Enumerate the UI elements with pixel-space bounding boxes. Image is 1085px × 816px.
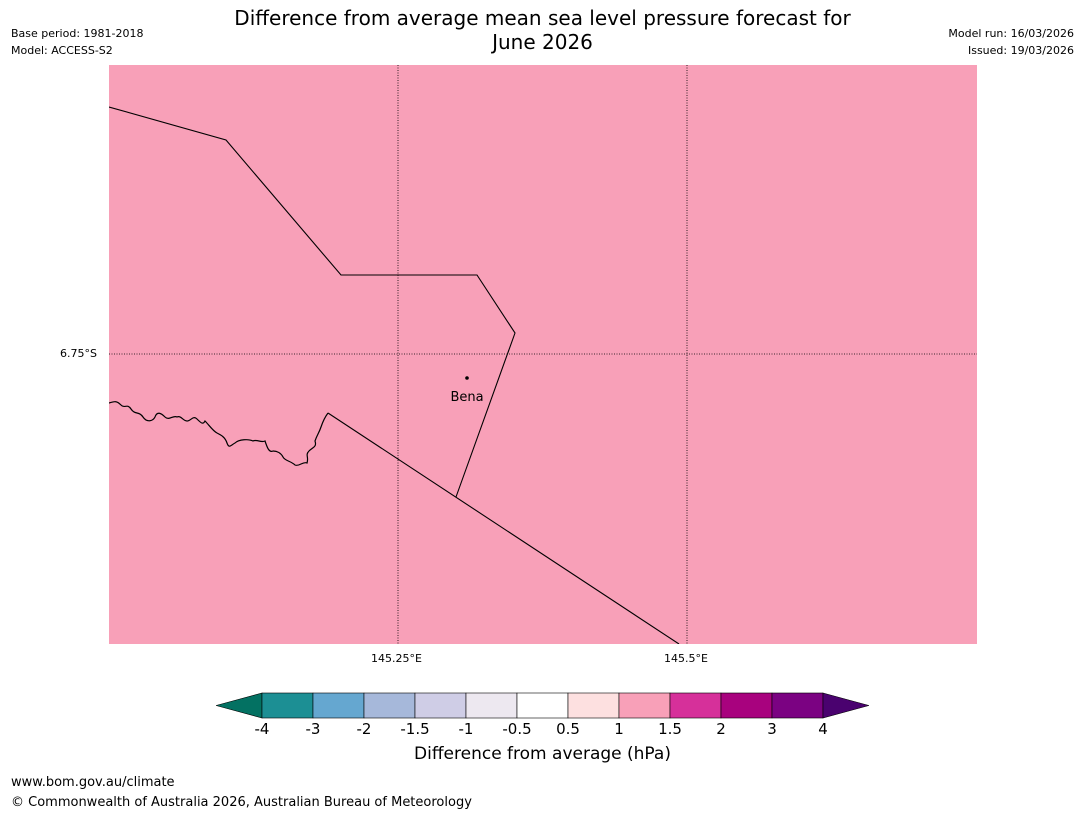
colorbar-segment	[618, 692, 671, 719]
title-line-1: Difference from average mean sea level p…	[234, 6, 851, 30]
province-boundary-north	[109, 106, 516, 498]
colorbar-segment	[771, 692, 824, 719]
metadata-right: Model run: 16/03/2026 Issued: 19/03/2026	[948, 25, 1074, 59]
town-label-bena: Bena	[450, 390, 483, 405]
lat-tick-label: 6.75°S	[60, 347, 97, 360]
colorbar	[216, 692, 869, 719]
footer-url[interactable]: www.bom.gov.au/climate	[11, 775, 175, 790]
model-name: Model: ACCESS-S2	[11, 44, 113, 57]
colorbar-tick-label: -1	[458, 720, 474, 738]
lon-tick-label-2: 145.5°E	[664, 652, 708, 665]
river-line	[109, 401, 329, 467]
colorbar-segment	[567, 692, 620, 719]
issued-date: Issued: 19/03/2026	[967, 44, 1074, 57]
colorbar-tick-label: 0.5	[556, 720, 580, 738]
colorbar-tick-label: -1.5	[400, 720, 430, 738]
colorbar-tick-label: 1	[614, 720, 624, 738]
colorbar-segment	[516, 692, 569, 719]
colorbar-segment	[261, 692, 314, 719]
model-run: Model run: 16/03/2026	[948, 27, 1074, 40]
colorbar-tick-label: 1.5	[658, 720, 682, 738]
chart-title: Difference from average mean sea level p…	[0, 6, 1085, 54]
map-area: Bena	[109, 65, 977, 644]
colorbar-tick-label: 4	[818, 720, 828, 738]
colorbar-segment	[363, 692, 416, 719]
colorbar-tick-label: 3	[767, 720, 777, 738]
colorbar-extend-high	[822, 692, 869, 719]
colorbar-extend-low	[216, 692, 263, 719]
metadata-left: Base period: 1981-2018 Model: ACCESS-S2	[11, 25, 143, 59]
colorbar-tick-label: -4	[254, 720, 270, 738]
colorbar-segment	[720, 692, 773, 719]
colorbar-segment	[312, 692, 365, 719]
colorbar-tick-label: -3	[305, 720, 321, 738]
colorbar-segment	[414, 692, 467, 719]
base-period: Base period: 1981-2018	[11, 27, 144, 40]
colorbar-tick-label: -0.5	[502, 720, 532, 738]
title-line-2: June 2026	[492, 30, 593, 54]
colorbar-tick-label: -2	[356, 720, 372, 738]
colorbar-segment	[465, 692, 518, 719]
colorbar-segment	[669, 692, 722, 719]
pressure-anomaly-field	[109, 65, 977, 644]
lon-tick-label-1: 145.25°E	[371, 652, 422, 665]
colorbar-title: Difference from average (hPa)	[414, 744, 671, 764]
province-boundary-south	[327, 412, 680, 644]
town-marker-bena	[465, 376, 469, 380]
colorbar-tick-label: 2	[716, 720, 726, 738]
footer-copyright: © Commonwealth of Australia 2026, Austra…	[11, 795, 472, 810]
